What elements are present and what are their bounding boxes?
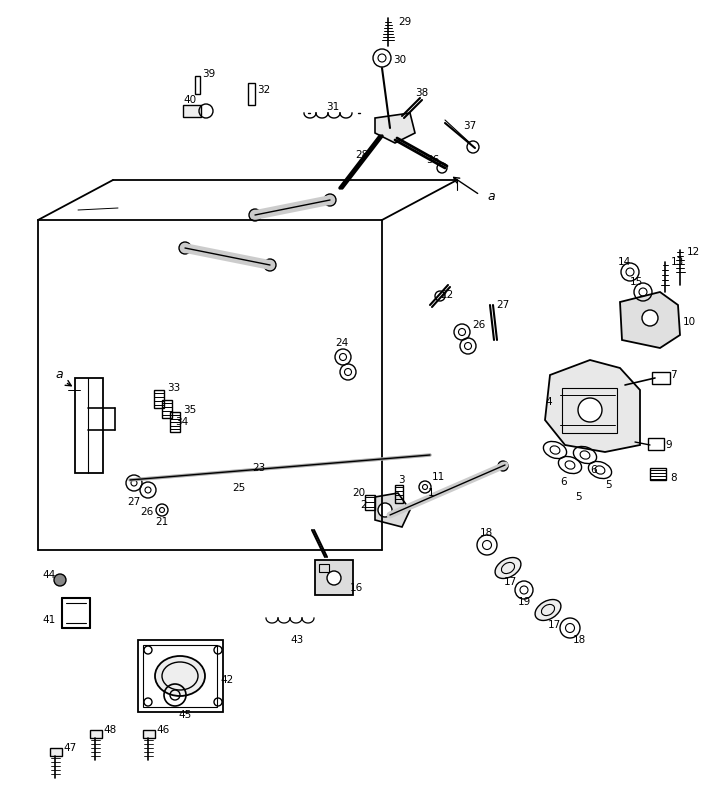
Text: 47: 47: [63, 743, 77, 753]
Polygon shape: [375, 493, 410, 527]
Bar: [652, 372, 670, 384]
Text: 9: 9: [665, 440, 671, 450]
Circle shape: [249, 209, 261, 221]
Text: 37: 37: [463, 121, 476, 131]
Bar: [154, 390, 164, 408]
Polygon shape: [620, 292, 680, 348]
Circle shape: [642, 310, 658, 326]
Text: 20: 20: [352, 488, 365, 498]
Bar: [648, 438, 664, 450]
Bar: [75, 378, 103, 473]
Bar: [90, 730, 102, 738]
Text: 45: 45: [178, 710, 191, 720]
Text: 25: 25: [232, 483, 245, 493]
Circle shape: [54, 574, 66, 586]
Text: 3: 3: [398, 475, 405, 485]
Text: 26: 26: [472, 320, 485, 330]
Text: 41: 41: [42, 615, 55, 625]
Text: 40: 40: [183, 95, 196, 105]
Bar: [365, 495, 375, 510]
Text: 46: 46: [156, 725, 169, 735]
Circle shape: [578, 398, 602, 422]
Bar: [162, 400, 172, 418]
Polygon shape: [375, 113, 415, 143]
Bar: [50, 748, 62, 756]
Text: 15: 15: [630, 277, 644, 287]
Bar: [319, 564, 329, 572]
Text: 36: 36: [426, 155, 439, 165]
Text: 8: 8: [670, 473, 676, 483]
Text: 29: 29: [398, 17, 411, 27]
Text: 24: 24: [335, 338, 348, 348]
Bar: [183, 105, 201, 117]
Text: 34: 34: [175, 417, 188, 427]
Bar: [650, 468, 666, 480]
Text: 18: 18: [573, 635, 586, 645]
Text: 33: 33: [167, 383, 180, 393]
Circle shape: [324, 194, 336, 206]
Circle shape: [327, 571, 341, 585]
Bar: [315, 560, 353, 595]
Bar: [143, 645, 217, 707]
Text: 13: 13: [671, 257, 684, 267]
Circle shape: [179, 242, 191, 254]
Text: 19: 19: [518, 597, 531, 607]
Text: 22: 22: [440, 290, 453, 300]
Circle shape: [378, 503, 392, 517]
Text: 17: 17: [504, 577, 517, 587]
Text: 2: 2: [360, 500, 367, 510]
Text: 43: 43: [290, 635, 303, 645]
Text: 14: 14: [618, 257, 631, 267]
Bar: [248, 83, 255, 105]
Text: 27: 27: [496, 300, 509, 310]
Text: a: a: [55, 368, 63, 382]
Text: 27: 27: [127, 497, 140, 507]
Text: 10: 10: [683, 317, 696, 327]
Circle shape: [264, 259, 276, 271]
Text: 6: 6: [590, 465, 596, 475]
Ellipse shape: [535, 600, 561, 620]
Text: 39: 39: [202, 69, 215, 79]
Text: 7: 7: [670, 370, 676, 380]
Text: 26: 26: [140, 507, 153, 517]
Text: 12: 12: [687, 247, 700, 257]
Text: 31: 31: [326, 102, 339, 112]
Text: 4: 4: [545, 397, 552, 407]
Text: 17: 17: [548, 620, 561, 630]
Text: 6: 6: [560, 477, 566, 487]
Text: 42: 42: [220, 675, 233, 685]
Bar: [170, 412, 180, 432]
Text: 23: 23: [252, 463, 265, 473]
Text: 38: 38: [415, 88, 428, 98]
Bar: [395, 485, 403, 503]
Text: 18: 18: [480, 528, 493, 538]
Bar: [138, 640, 223, 712]
Text: 35: 35: [183, 405, 196, 415]
Bar: [195, 76, 200, 94]
Polygon shape: [545, 360, 640, 452]
Text: 11: 11: [432, 472, 445, 482]
Text: 5: 5: [605, 480, 611, 490]
Circle shape: [498, 461, 508, 471]
Text: 44: 44: [42, 570, 55, 580]
Bar: [143, 730, 155, 738]
Ellipse shape: [495, 558, 521, 578]
Text: 32: 32: [257, 85, 270, 95]
Text: 48: 48: [103, 725, 117, 735]
Text: 16: 16: [350, 583, 363, 593]
Text: 28: 28: [355, 150, 368, 160]
Text: 21: 21: [155, 517, 168, 527]
Text: 1: 1: [428, 488, 435, 498]
Text: a: a: [487, 190, 495, 204]
Text: 5: 5: [575, 492, 581, 502]
Text: 30: 30: [393, 55, 406, 65]
Ellipse shape: [155, 656, 205, 696]
Bar: [562, 388, 617, 433]
